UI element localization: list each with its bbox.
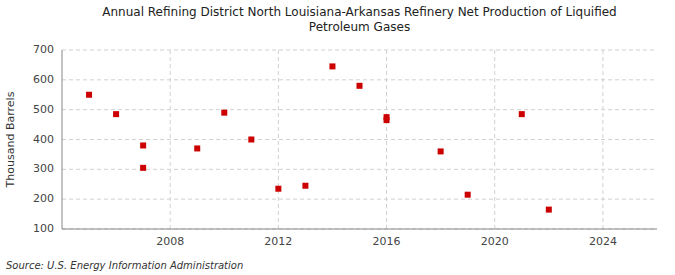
y-grid-line (62, 50, 657, 51)
x-grid-line (278, 50, 279, 229)
x-tick-label: 2008 (156, 235, 184, 248)
point (357, 83, 363, 89)
point (438, 148, 444, 154)
y-tick-label: 500 (33, 103, 54, 116)
point (248, 137, 254, 143)
x-grid-line (494, 50, 495, 229)
y-tick-label: 700 (33, 43, 54, 56)
chart-container: Annual Refining District North Louisiana… (0, 0, 675, 275)
point (546, 207, 552, 213)
y-axis-label: Thousand Barrels (4, 91, 17, 188)
point (140, 165, 146, 171)
y-tick-label: 400 (33, 133, 54, 146)
title-line: Annual Refining District North Louisiana… (102, 5, 616, 19)
title-line: Petroleum Gases (309, 20, 410, 34)
point (519, 111, 525, 117)
point (465, 192, 471, 198)
points (86, 63, 552, 212)
y-grid-line (62, 79, 657, 80)
point (86, 92, 92, 98)
point (302, 183, 308, 189)
point (275, 186, 281, 192)
point (113, 111, 119, 117)
y-tick-label: 300 (33, 162, 54, 175)
x-grid-line (602, 50, 603, 229)
x-tick-label: 2016 (373, 235, 401, 248)
y-tick-label: 600 (33, 73, 54, 86)
y-tick-label: 200 (33, 192, 54, 205)
y-axis-line (62, 50, 63, 229)
y-grid-line (62, 109, 657, 110)
x-tick-label: 2020 (481, 235, 509, 248)
y-tick-label: 100 (33, 222, 54, 235)
y-grid-line (62, 139, 657, 140)
point (194, 145, 200, 151)
point (221, 110, 227, 116)
x-grid-line (170, 50, 171, 229)
x-grid-line (386, 50, 387, 229)
chart: Annual Refining District North Louisiana… (0, 0, 675, 275)
y-grid-line (62, 229, 657, 230)
x-tick-label: 2012 (264, 235, 292, 248)
grid (62, 50, 657, 229)
y-grid-line (62, 199, 657, 200)
source-note: Source: U.S. Energy Information Administ… (6, 260, 243, 271)
page: {"chart_data": {"type": "scatter", "titl… (0, 0, 675, 275)
point (329, 63, 335, 69)
point (140, 142, 146, 148)
x-tick-label: 2024 (589, 235, 617, 248)
x-axis-line (62, 229, 657, 230)
title: Annual Refining District North Louisiana… (102, 5, 616, 34)
y-grid-line (62, 169, 657, 170)
point (384, 114, 390, 120)
